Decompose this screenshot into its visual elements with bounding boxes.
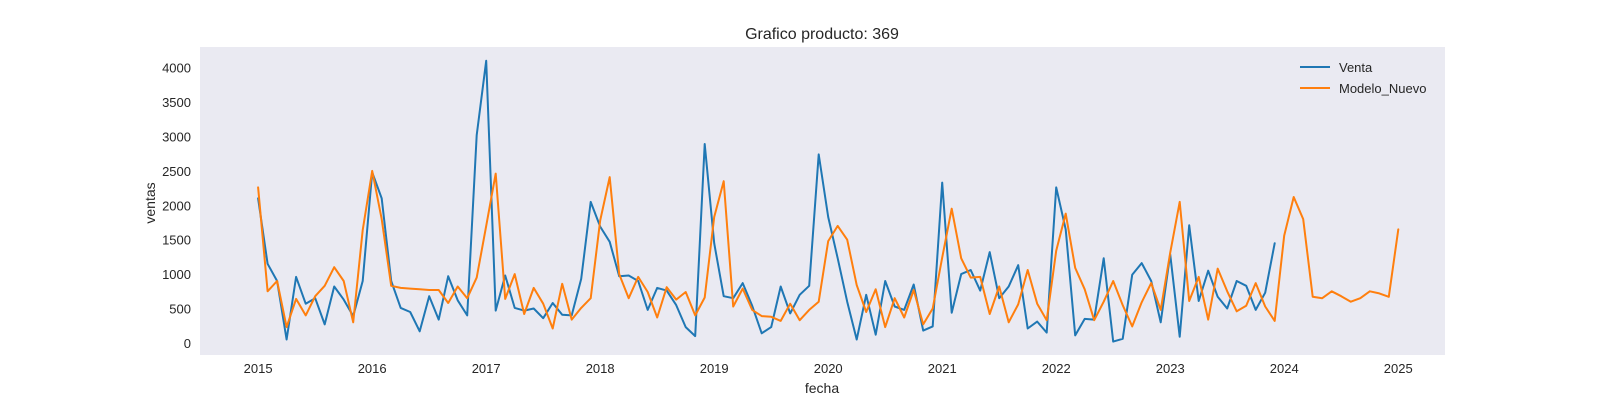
series-lines (257, 59, 1400, 343)
y-tick-label: 2000 (162, 198, 191, 213)
x-axis-ticks: 2015 2016 2017 2018 2019 2020 2021 2022 2023 2024… (244, 361, 1413, 376)
x-tick-label: 2015 (244, 361, 273, 376)
series-line-modelo-nuevo (257, 169, 1400, 330)
x-tick-label: 2021 (928, 361, 957, 376)
y-tick-label: 0 (184, 336, 191, 351)
x-tick-label: 2024 (1270, 361, 1299, 376)
y-tick-label: 3000 (162, 129, 191, 144)
y-tick-label: 500 (169, 302, 191, 317)
legend-label-modelo-nuevo: Modelo_Nuevo (1339, 81, 1426, 96)
y-axis-title: ventas (142, 182, 158, 223)
x-tick-label: 2025 (1384, 361, 1413, 376)
legend: Venta Modelo_Nuevo (1300, 60, 1426, 96)
x-tick-label: 2023 (1156, 361, 1185, 376)
x-tick-label: 2017 (472, 361, 501, 376)
y-tick-label: 3500 (162, 95, 191, 110)
x-tick-label: 2018 (586, 361, 615, 376)
y-tick-label: 1500 (162, 233, 191, 248)
y-tick-label: 4000 (162, 61, 191, 76)
x-tick-label: 2022 (1042, 361, 1071, 376)
chart-title: Grafico producto: 369 (745, 26, 899, 43)
plot-area-background (200, 47, 1445, 355)
y-tick-label: 1000 (162, 267, 191, 282)
legend-label-venta: Venta (1339, 60, 1373, 75)
x-tick-label: 2016 (358, 361, 387, 376)
x-axis-title: fecha (805, 380, 839, 396)
x-tick-label: 2019 (700, 361, 729, 376)
series-line-venta (257, 59, 1276, 343)
y-axis-ticks: 0 500 1000 1500 2000 2500 3000 3500 4000 (162, 61, 191, 351)
x-tick-label: 2020 (814, 361, 843, 376)
y-tick-label: 2500 (162, 164, 191, 179)
